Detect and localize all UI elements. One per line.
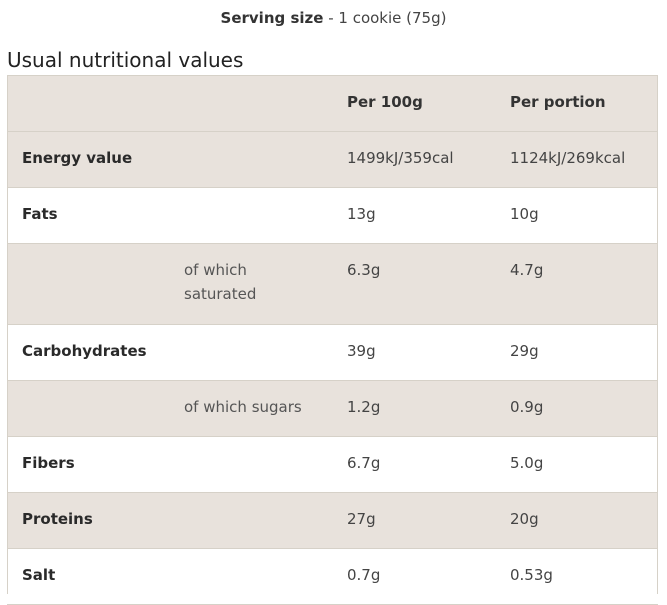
- header-cell-sub: [184, 75, 347, 132]
- value-per-portion: 0.53g: [510, 566, 553, 584]
- nutrient-sub: [184, 493, 347, 507]
- value-per-100g: 6.7g: [347, 454, 381, 472]
- table-row: of which saturated 6.3g 4.7g: [7, 243, 658, 325]
- table-header-row: Per 100g Per portion: [7, 75, 658, 132]
- serving-size: Serving size - 1 cookie (75g): [0, 9, 667, 27]
- value-per-portion: 20g: [510, 510, 539, 528]
- nutrient-sub: of which sugars: [184, 398, 302, 416]
- header-per-100g: Per 100g: [347, 75, 510, 132]
- value-per-portion: 5.0g: [510, 454, 544, 472]
- table-row: Salt 0.7g 0.53g: [7, 548, 658, 605]
- nutrition-title: Usual nutritional values: [7, 48, 244, 72]
- value-per-portion: 4.7g: [510, 261, 544, 279]
- nutrient-name: Energy value: [22, 149, 133, 167]
- nutrient-sub: [184, 132, 347, 146]
- serving-size-separator: -: [323, 9, 339, 27]
- table-row: Fats 13g 10g: [7, 187, 658, 244]
- table-row: Fibers 6.7g 5.0g: [7, 436, 658, 493]
- nutrient-name: Salt: [22, 566, 56, 584]
- nutrient-sub: [184, 188, 347, 202]
- nutrient-sub: [184, 437, 347, 451]
- nutrient-name: Proteins: [22, 510, 93, 528]
- nutrient-name: Carbohydrates: [22, 342, 147, 360]
- nutrient-name: [7, 244, 184, 258]
- table-row: Carbohydrates 39g 29g: [7, 324, 658, 381]
- header-per-portion: Per portion: [510, 75, 658, 132]
- nutrient-name: Fats: [22, 205, 58, 223]
- value-per-portion: 10g: [510, 205, 539, 223]
- table-row: of which sugars 1.2g 0.9g: [7, 380, 658, 437]
- nutrient-name: Fibers: [22, 454, 75, 472]
- value-per-100g: 27g: [347, 510, 376, 528]
- nutrient-sub: of which saturated: [184, 261, 257, 303]
- value-per-100g: 6.3g: [347, 261, 381, 279]
- serving-size-label: Serving size: [220, 9, 324, 27]
- nutrient-sub: [184, 325, 347, 339]
- nutrient-sub: [184, 549, 347, 563]
- serving-size-value: 1 cookie (75g): [338, 9, 447, 27]
- value-per-portion: 29g: [510, 342, 539, 360]
- nutrition-table: Per 100g Per portion Energy value 1499kJ…: [7, 75, 658, 605]
- value-per-100g: 39g: [347, 342, 376, 360]
- value-per-100g: 1.2g: [347, 398, 381, 416]
- header-cell-name: [7, 75, 184, 132]
- value-per-portion: 1124kJ/269kcal: [510, 149, 626, 167]
- table-row: Energy value 1499kJ/359cal 1124kJ/269kca…: [7, 131, 658, 188]
- nutrient-name: [7, 381, 184, 395]
- value-per-100g: 0.7g: [347, 566, 381, 584]
- value-per-portion: 0.9g: [510, 398, 544, 416]
- value-per-100g: 1499kJ/359cal: [347, 149, 454, 167]
- value-per-100g: 13g: [347, 205, 376, 223]
- table-row: Proteins 27g 20g: [7, 492, 658, 549]
